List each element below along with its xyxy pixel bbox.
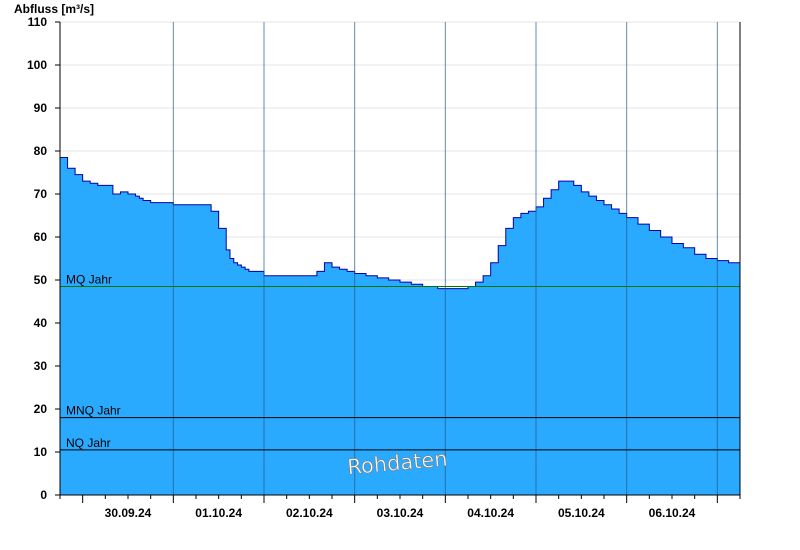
y-tick-label: 90	[34, 101, 48, 115]
x-tick-label: 06.10.24	[649, 506, 696, 520]
day-separators	[172, 22, 718, 495]
y-axis-ticks: 0 10 20 30 40 50 60 70 80 90 100 110	[27, 15, 60, 502]
y-tick-label: 110	[28, 15, 48, 29]
x-tick-label: 04.10.24	[467, 506, 514, 520]
y-axis-label: Abfluss [m³/s]	[14, 2, 94, 16]
discharge-outline	[60, 156, 741, 290]
x-axis-ticks: 30.09.24 01.10.24 02.10.24 03.10.24 04.10.24…	[59, 495, 741, 520]
reference-line-label: NQ Jahr	[66, 436, 111, 450]
reference-line-label: MQ Jahr	[66, 272, 112, 286]
discharge-area	[60, 157, 740, 495]
y-tick-label: 40	[34, 316, 48, 330]
y-tick-label: 50	[34, 273, 48, 287]
reference-lines: MQ Jahr MNQ Jahr NQ Jahr	[60, 272, 740, 451]
y-tick-label: 10	[34, 445, 48, 459]
y-tick-label: 80	[34, 144, 48, 158]
x-tick-label: 02.10.24	[286, 506, 333, 520]
y-tick-label: 60	[34, 230, 48, 244]
x-tick-label: 30.09.24	[105, 506, 152, 520]
x-tick-label: 05.10.24	[558, 506, 605, 520]
y-tick-label: 30	[34, 359, 48, 373]
x-tick-label: 03.10.24	[377, 506, 424, 520]
reference-line-label: MNQ Jahr	[66, 404, 121, 418]
y-tick-label: 100	[27, 58, 47, 72]
y-tick-label: 70	[34, 187, 48, 201]
x-tick-label: 01.10.24	[195, 506, 242, 520]
y-tick-label: 0	[40, 488, 47, 502]
y-tick-label: 20	[34, 402, 48, 416]
